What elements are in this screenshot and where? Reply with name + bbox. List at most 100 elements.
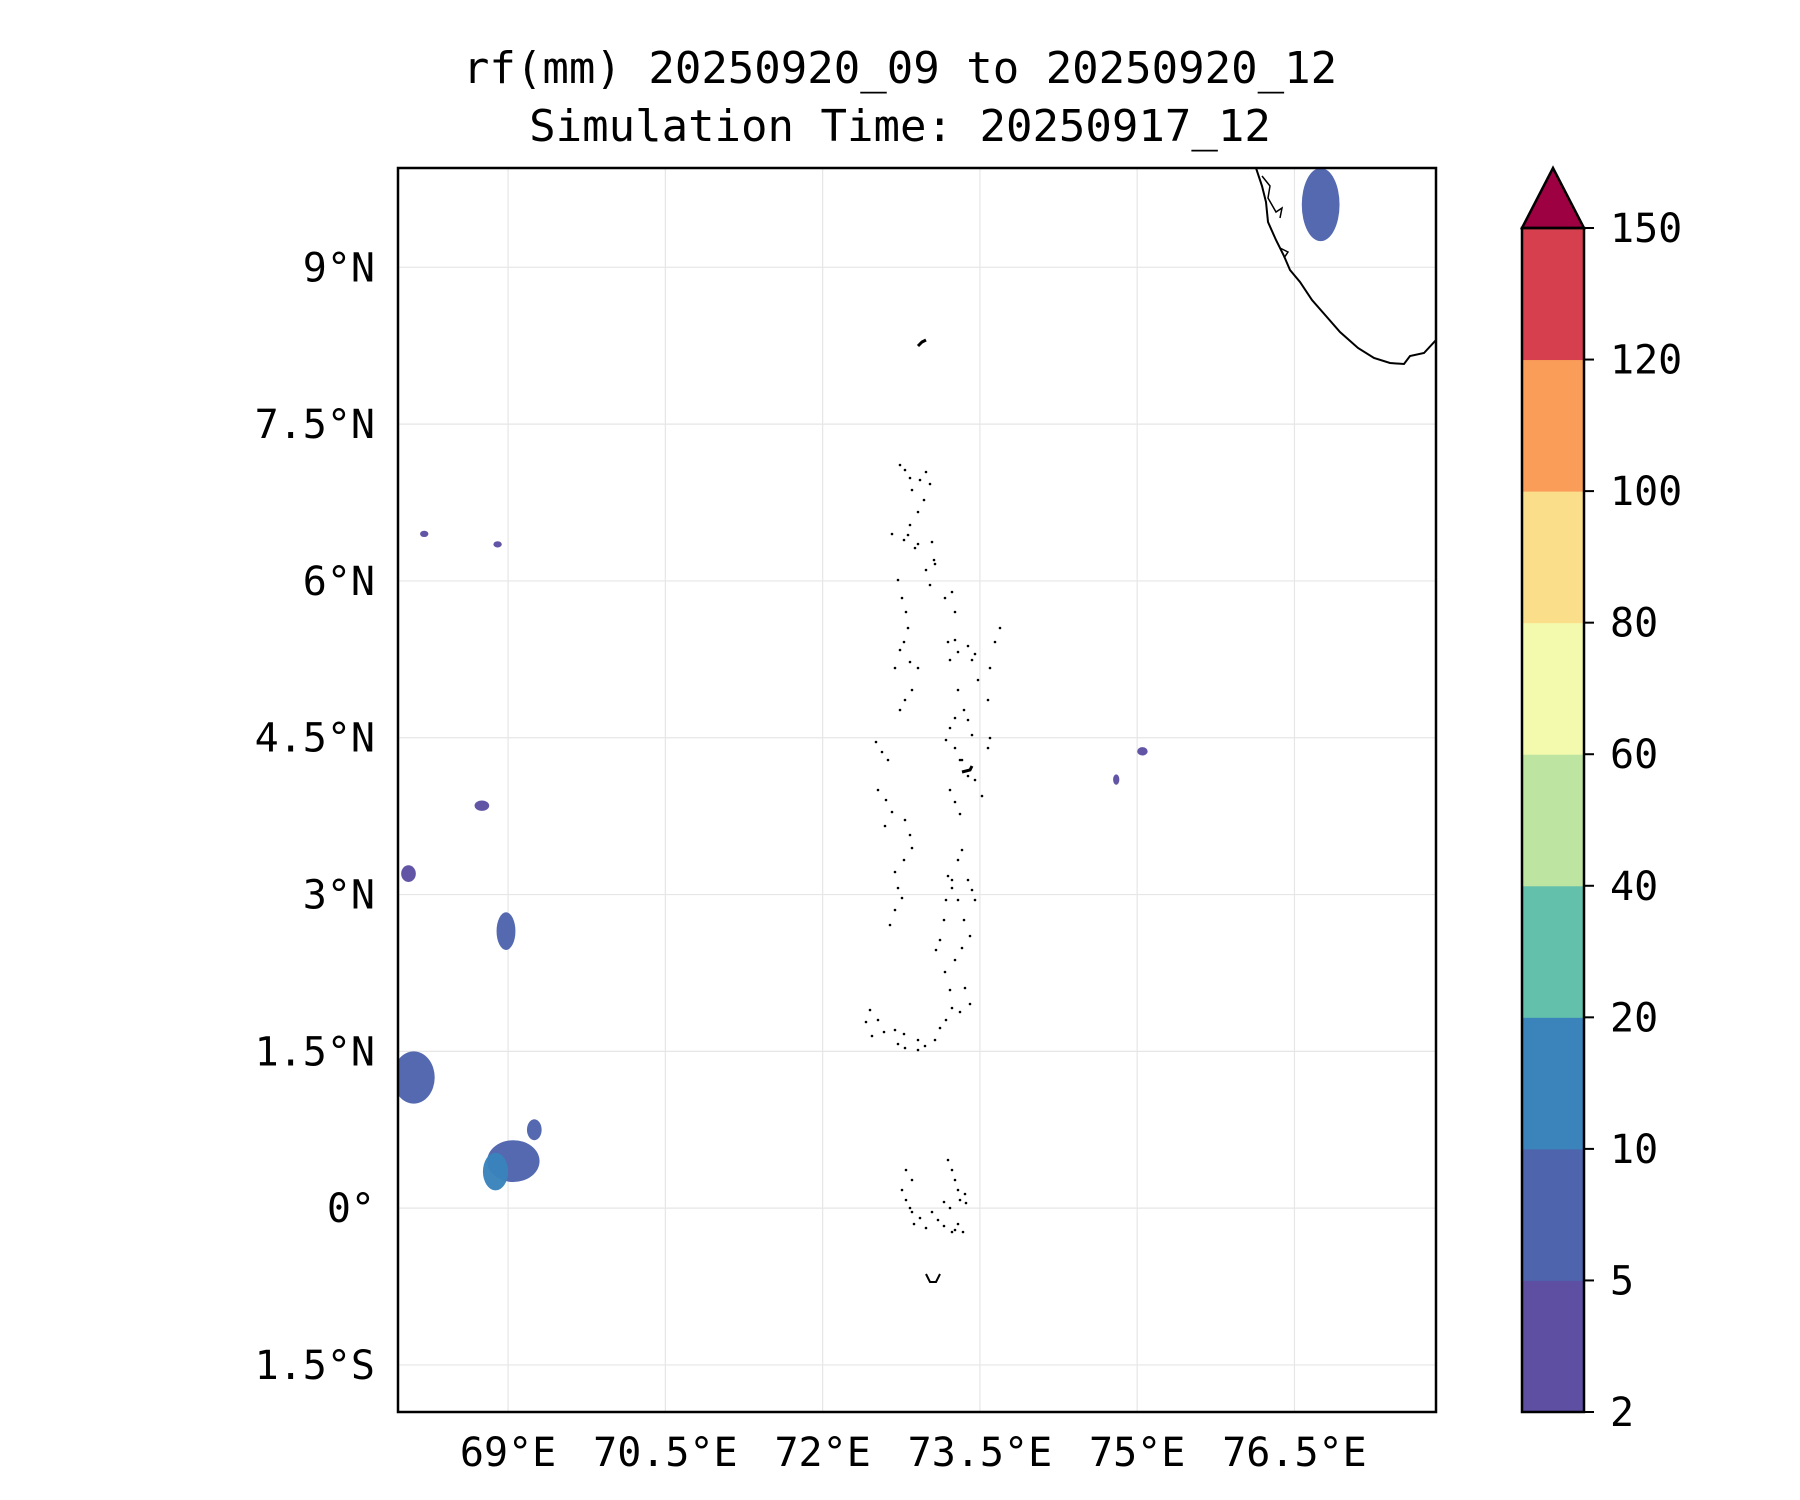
island-dot <box>948 988 952 992</box>
island-dot <box>960 946 964 950</box>
island-dot <box>906 533 910 537</box>
island-dot <box>868 1008 872 1012</box>
island-dot <box>964 1201 968 1205</box>
island-dot <box>961 1230 965 1234</box>
island-dot <box>973 652 977 656</box>
island-dot <box>904 1198 908 1202</box>
island-dot <box>986 698 990 702</box>
lon-tick-label: 72°E <box>774 1430 870 1476</box>
island-dot <box>936 1218 940 1222</box>
lat-tick-label: 1.5°S <box>255 1343 375 1389</box>
island-dot <box>948 658 952 662</box>
island-dot <box>956 1188 960 1192</box>
island-dot <box>933 562 937 566</box>
island-dot <box>924 568 928 572</box>
island-dot <box>948 788 952 792</box>
island-dot <box>874 740 878 744</box>
island-dot <box>968 1002 972 1006</box>
island-dot <box>946 640 950 644</box>
island-dot <box>960 848 964 852</box>
island-dot <box>910 1178 914 1182</box>
island-dot <box>933 1038 937 1042</box>
island-dot <box>956 688 960 692</box>
island-dot <box>963 986 967 990</box>
island-dot <box>973 778 977 782</box>
island-dot <box>900 1188 904 1192</box>
rain-cell <box>1137 747 1148 756</box>
island-dot <box>938 1026 942 1030</box>
island-dot <box>943 970 947 974</box>
island-dot <box>924 1226 928 1230</box>
island-dot <box>953 746 957 750</box>
island-dot <box>910 1210 914 1214</box>
island-dot <box>932 558 936 562</box>
island-dot <box>950 590 954 594</box>
island-dot <box>958 758 962 762</box>
island-dot <box>988 666 992 670</box>
island-dot <box>864 1020 868 1024</box>
colorbar-segment <box>1522 1148 1584 1281</box>
colorbar-segment <box>1522 885 1584 1018</box>
lon-tick-label: 76.5°E <box>1222 1430 1367 1476</box>
rain-cell <box>1113 774 1120 785</box>
colorbar-tick-label: 5 <box>1610 1258 1634 1304</box>
island-dot <box>918 478 922 482</box>
island-dot <box>968 934 972 938</box>
colorbar-segment <box>1522 1017 1584 1150</box>
island-dot <box>898 648 902 652</box>
island-dot <box>953 716 957 720</box>
island-dot <box>953 638 957 642</box>
island-dot <box>953 958 957 962</box>
rain-cell <box>420 530 429 538</box>
island-dot <box>890 810 894 814</box>
island-dot <box>902 1032 906 1036</box>
island-dot <box>908 476 912 480</box>
rain-cell <box>398 1051 435 1104</box>
island-dot <box>962 918 966 922</box>
island-dot <box>946 874 950 878</box>
island-dot <box>960 758 964 762</box>
island-dot <box>916 542 920 546</box>
island-dot <box>953 610 957 614</box>
island-minicoy <box>916 338 927 348</box>
lat-tick-label: 6°N <box>303 559 375 605</box>
island-dot <box>966 774 970 778</box>
island-dot <box>893 666 897 670</box>
island-dot <box>950 1230 954 1234</box>
island-dot <box>910 688 914 692</box>
lat-tick-label: 4.5°N <box>255 716 375 762</box>
island-dot <box>970 658 974 662</box>
lat-tick-label: 3°N <box>303 873 375 919</box>
colorbar-segment <box>1522 1280 1584 1413</box>
island-dot <box>923 1044 927 1048</box>
colorbar-extend-arrow <box>1519 165 1587 230</box>
island-dot <box>938 938 942 942</box>
title-line-2: Simulation Time: 20250917_12 <box>529 101 1271 152</box>
island-dot <box>988 736 992 740</box>
island-dot <box>893 1028 897 1032</box>
island-dot <box>942 1224 946 1228</box>
island-dot <box>903 698 907 702</box>
rain-cell <box>496 912 516 950</box>
island-dot <box>944 738 948 742</box>
island-dot <box>944 898 948 902</box>
island-dot <box>950 886 954 890</box>
colorbar-tick-label: 150 <box>1610 206 1682 252</box>
island-dot <box>966 878 970 882</box>
rain-cell <box>493 541 502 548</box>
island-dot <box>908 660 912 664</box>
colorbar-tick-label: 20 <box>1610 995 1658 1041</box>
colorbar-tick-label: 100 <box>1610 469 1682 515</box>
island-dot <box>948 726 952 730</box>
colorbar-tick-label: 80 <box>1610 601 1658 647</box>
island-dot <box>942 1200 946 1204</box>
rain-cell <box>401 865 416 882</box>
island-dot <box>904 1168 908 1172</box>
island-dot <box>953 1178 957 1182</box>
colorbar-segment <box>1522 228 1584 361</box>
island-dot <box>976 678 980 682</box>
island-dot <box>908 833 912 837</box>
lon-tick-label: 70.5°E <box>593 1430 738 1476</box>
island-dot <box>970 888 974 892</box>
island-dot <box>898 463 902 467</box>
